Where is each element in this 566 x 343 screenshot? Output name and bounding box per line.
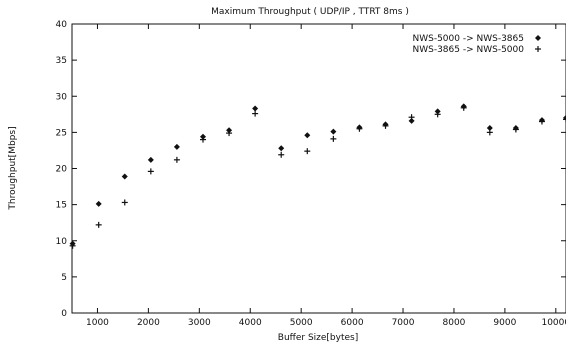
x-tick-label: 8000 — [443, 318, 466, 328]
point-series-2 — [69, 242, 76, 249]
point-series-2 — [147, 168, 154, 175]
point-series-2 — [434, 111, 441, 118]
legend-label-series-1: NWS-5000 -> NWS-3865 — [412, 34, 524, 44]
point-series-2 — [356, 125, 363, 132]
point-series-2 — [226, 130, 233, 137]
point-series-2 — [512, 126, 519, 133]
point-series-2 — [199, 136, 206, 143]
x-tick-label: 5000 — [290, 318, 313, 328]
point-series-1 — [95, 200, 102, 207]
point-series-2 — [460, 104, 467, 111]
point-series-2 — [121, 199, 128, 206]
y-tick-label: 30 — [56, 92, 68, 102]
point-series-1 — [486, 125, 493, 132]
point-series-1 — [147, 156, 154, 163]
point-series-2 — [486, 129, 493, 136]
legend-marker-plus — [535, 46, 541, 52]
point-series-1 — [304, 132, 311, 139]
point-series-2 — [252, 110, 259, 117]
x-tick-label: 3000 — [188, 318, 211, 328]
x-tick-label: 9000 — [493, 318, 516, 328]
y-tick-label: 25 — [56, 128, 67, 138]
x-axis-label: Buffer Size[bytes] — [278, 333, 358, 343]
legend-label-series-2: NWS-3865 -> NWS-5000 — [412, 45, 524, 55]
point-series-1 — [278, 145, 285, 152]
point-series-2 — [304, 148, 311, 155]
axis-ticks — [72, 23, 566, 314]
point-series-1 — [252, 105, 259, 112]
y-tick-label: 15 — [56, 201, 67, 211]
x-tick-label: 2000 — [137, 318, 160, 328]
point-series-2 — [563, 116, 566, 123]
y-tick-label: 0 — [61, 309, 67, 319]
chart-title: Maximum Throughput ( UDP/IP , TTRT 8ms ) — [211, 7, 409, 17]
x-tick-label: 1000 — [86, 318, 109, 328]
point-series-1 — [173, 143, 180, 150]
point-series-2 — [538, 118, 545, 125]
y-tick-label: 20 — [56, 165, 68, 175]
x-tick-labels: 1000 2000 3000 4000 5000 6000 7000 8000 9000 1000… — [86, 318, 566, 328]
legend-marker-diamond — [535, 35, 541, 41]
y-axis-label: Throughput[Mbps] — [8, 126, 18, 210]
x-tick-label: 10000 — [541, 318, 566, 328]
point-series-2 — [382, 122, 389, 129]
x-tick-label: 7000 — [392, 318, 415, 328]
point-series-2 — [278, 151, 285, 158]
point-series-1 — [408, 117, 415, 124]
point-series-2 — [330, 135, 337, 142]
point-series-1 — [121, 173, 128, 180]
point-series-2 — [408, 114, 415, 121]
legend-diamond — [535, 35, 541, 41]
point-series-2 — [173, 156, 180, 163]
point-series-2 — [95, 221, 102, 228]
y-tick-label: 5 — [61, 273, 67, 283]
point-series-1 — [330, 128, 337, 135]
y-tick-label: 35 — [56, 56, 67, 66]
y-tick-label: 40 — [56, 20, 68, 30]
data-points — [69, 103, 566, 249]
y-tick-labels: 0 5 10 15 20 25 30 35 40 — [56, 20, 68, 319]
x-tick-label: 4000 — [239, 318, 262, 328]
y-tick-label: 10 — [56, 237, 68, 247]
legend: NWS-5000 -> NWS-3865 NWS-3865 -> NWS-500… — [412, 34, 541, 55]
plot-area — [71, 23, 566, 314]
legend-plus — [535, 46, 541, 52]
x-tick-label: 6000 — [341, 318, 364, 328]
